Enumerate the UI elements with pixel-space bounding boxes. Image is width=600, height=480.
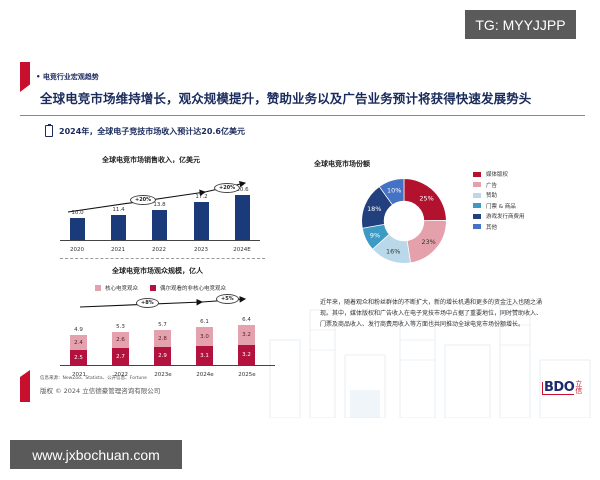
- x-tick-label: 2022: [152, 247, 166, 253]
- bdo-logo: BDO 立信: [542, 380, 583, 395]
- x-axis: [60, 240, 260, 241]
- subhead-text: 2024年，全球电子竞技市场收入预计达20.6亿美元: [59, 126, 246, 136]
- slice-label: 10%: [387, 187, 401, 195]
- bar-2021: 11.4: [111, 207, 126, 240]
- growth-badge: +20%: [214, 183, 241, 193]
- source-note: 信息来源：NewZoo、Statista、公开信息、Fortune: [40, 376, 147, 381]
- bar-value: 11.4: [112, 207, 125, 213]
- stack-2024e: 6.1 3.0 3.1: [196, 319, 213, 365]
- slice-label: 9%: [370, 231, 380, 239]
- bar-value: 13.8: [153, 202, 166, 208]
- growth-badge: +8%: [136, 298, 159, 308]
- legend-item: 媒体版权: [473, 170, 525, 178]
- accent-bar: [20, 62, 30, 92]
- watermark-bottom: www.jxbochuan.com: [10, 440, 182, 469]
- slice-label: 18%: [367, 205, 381, 213]
- viewers-chart-title: 全球电竞市场观众规模，亿人: [112, 267, 203, 275]
- slice-label: 23%: [421, 238, 435, 246]
- market-share-donut: 25% 23% 16% 9% 18% 10%: [361, 178, 447, 264]
- slice-label: 25%: [419, 194, 433, 202]
- legend-item: 游戏发行商费用: [473, 212, 525, 220]
- bar-2023: 17.2: [194, 194, 209, 240]
- revenue-chart-title: 全球电竞市场销售收入，亿美元: [102, 156, 200, 164]
- bar-value: 10.0: [71, 210, 84, 216]
- revenue-bar-chart: 10.0 11.4 13.8 17.2 20.6 2020 2021 2022 …: [60, 165, 260, 255]
- bar-2022: 13.8: [152, 202, 167, 240]
- x-tick-label: 2025e: [238, 372, 256, 378]
- subhead: 2024年，全球电子竞技市场收入预计达20.6亿美元: [45, 123, 246, 137]
- section-tag: • 电竞行业宏观趋势: [36, 73, 99, 81]
- stack-2022: 5.3 2.6 2.7: [112, 324, 129, 365]
- bar-2020: 10.0: [70, 210, 85, 240]
- x-tick-label: 2024E: [233, 247, 251, 253]
- slice-label: 16%: [386, 248, 400, 256]
- x-tick-label: 2020: [70, 247, 84, 253]
- legend-item: 广告: [473, 181, 525, 189]
- x-axis: [60, 365, 275, 366]
- stack-2023e: 5.7 2.8 2.9: [154, 322, 171, 365]
- legend-item: 门票 & 商品: [473, 202, 525, 210]
- legend-item: 赞助: [473, 191, 525, 199]
- x-tick-label: 2023e: [154, 372, 172, 378]
- legend-item: 其他: [473, 223, 525, 231]
- stack-2025e: 6.4 3.2 3.2: [238, 317, 255, 365]
- footer-accent-bar: [20, 370, 30, 402]
- growth-badge: +5%: [216, 294, 239, 304]
- legend-item-casual: 偶尔观看的非核心电竞观众: [150, 284, 226, 292]
- page-title: 全球电竞市场维持增长，观众规模提升，赞助业务以及广告业务预计将获得快速发展势头: [40, 91, 532, 106]
- stack-2021: 4.9 2.4 2.5: [70, 327, 87, 365]
- viewers-legend: 核心电竞观众 偶尔观看的非核心电竞观众: [95, 284, 226, 292]
- share-legend: 媒体版权 广告 赞助 门票 & 商品 游戏发行商费用 其他: [473, 170, 525, 231]
- x-tick-label: 2022: [114, 372, 128, 378]
- analysis-paragraph: 近年来，随着观众和粉丝群体的不断扩大，新的增长机遇和更多的资金注入也随之涌现。其…: [320, 299, 543, 328]
- copyright: 版权 © 2024 立信德豪管理咨询有限公司: [40, 387, 161, 395]
- x-tick-label: 2021: [72, 372, 86, 378]
- x-tick-label: 2021: [111, 247, 125, 253]
- watermark-top: TG: MYYJJPP: [465, 10, 576, 39]
- growth-badge: +20%: [130, 195, 157, 205]
- city-skyline-background: [269, 304, 591, 418]
- dashed-divider: [60, 258, 265, 259]
- viewers-stacked-chart: 4.9 2.4 2.5 5.3 2.6 2.7 5.7 2.8 2.9 6.1 …: [60, 295, 275, 380]
- x-tick-label: 2024e: [196, 372, 214, 378]
- x-tick-label: 2023: [194, 247, 208, 253]
- legend-item-core: 核心电竞观众: [95, 284, 138, 292]
- divider: [20, 115, 585, 116]
- clipboard-icon: [45, 123, 53, 137]
- bar-2024e: 20.6: [235, 187, 250, 240]
- bar-value: 17.2: [195, 194, 208, 200]
- slide: • 电竞行业宏观趋势 全球电竞市场维持增长，观众规模提升，赞助业务以及广告业务预…: [0, 50, 600, 418]
- share-chart-title: 全球电竞市场份额: [314, 160, 370, 168]
